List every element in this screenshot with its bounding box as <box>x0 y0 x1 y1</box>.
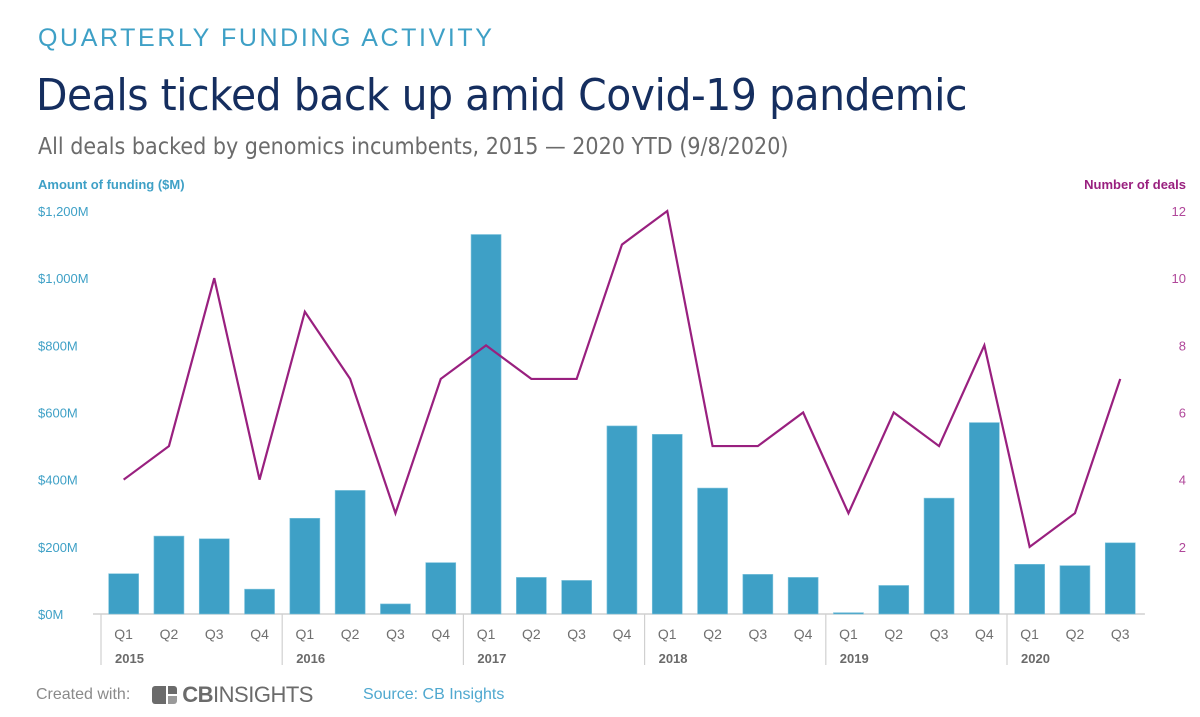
funding-bar <box>787 577 819 615</box>
funding-bar <box>1014 563 1045 615</box>
quarter-label: Q3 <box>930 626 949 642</box>
funding-bar <box>289 517 321 615</box>
funding-bar <box>969 422 1000 615</box>
quarter-label: Q2 <box>884 626 903 642</box>
funding-bar <box>153 535 185 615</box>
left-tick-label: $1,000M <box>38 271 89 286</box>
funding-bar <box>1104 542 1136 615</box>
right-axis-title: Number of deals <box>1084 177 1186 192</box>
cb-insights-logo: CB INSIGHTS <box>152 682 313 708</box>
year-label: 2018 <box>659 651 688 666</box>
quarter-label: Q2 <box>160 626 179 642</box>
logo-text-light: INSIGHTS <box>213 682 313 707</box>
left-tick-label: $200M <box>38 540 78 555</box>
year-label: 2017 <box>477 651 506 666</box>
funding-bar <box>697 487 728 615</box>
funding-bar <box>244 588 275 615</box>
right-tick-label: 4 <box>1179 473 1186 488</box>
year-label: 2016 <box>296 651 325 666</box>
quarter-label: Q2 <box>522 626 541 642</box>
funding-bar <box>516 577 547 615</box>
funding-bar <box>470 234 502 615</box>
funding-bar <box>380 603 411 615</box>
quarter-label: Q4 <box>613 626 632 642</box>
quarter-label: Q2 <box>1066 626 1085 642</box>
quarter-label: Q1 <box>658 626 677 642</box>
funding-bar <box>425 562 457 615</box>
chart-subtitle: All deals backed by genomics incumbents,… <box>38 134 789 160</box>
chart-kicker: QUARTERLY FUNDING ACTIVITY <box>38 24 495 52</box>
right-tick-label: 2 <box>1179 540 1186 555</box>
quarter-label: Q3 <box>386 626 405 642</box>
quarter-label: Q1 <box>839 626 858 642</box>
quarter-label: Q1 <box>477 626 496 642</box>
logo-text-bold: CB <box>182 682 214 707</box>
right-tick-label: 8 <box>1179 338 1186 353</box>
funding-bar <box>334 490 366 615</box>
right-tick-label: 12 <box>1172 204 1186 219</box>
year-label: 2019 <box>840 651 869 666</box>
quarter-label: Q2 <box>341 626 360 642</box>
funding-bar <box>833 612 864 615</box>
footer: Created with: CB INSIGHTS Source: CB Insi… <box>36 682 504 708</box>
quarter-label: Q4 <box>431 626 450 642</box>
funding-bar <box>198 538 230 615</box>
quarter-label: Q3 <box>1111 626 1130 642</box>
left-tick-label: $400M <box>38 473 78 488</box>
funding-bar <box>606 425 638 615</box>
quarter-label: Q4 <box>794 626 813 642</box>
funding-bar <box>878 585 910 615</box>
chart-title: Deals ticked back up amid Covid-19 pande… <box>36 70 968 121</box>
left-tick-label: $800M <box>38 338 78 353</box>
quarter-label: Q3 <box>749 626 768 642</box>
created-with-label: Created with: <box>36 686 131 703</box>
funding-bar <box>561 580 592 615</box>
quarter-label: Q1 <box>296 626 315 642</box>
year-label: 2015 <box>115 651 144 666</box>
left-tick-label: $1,200M <box>38 204 89 219</box>
funding-bar <box>923 497 955 615</box>
quarter-label: Q4 <box>250 626 269 642</box>
funding-bar <box>1059 565 1091 615</box>
left-tick-label: $0M <box>38 607 63 622</box>
quarter-label: Q3 <box>567 626 586 642</box>
left-axis-title: Amount of funding ($M) <box>38 177 185 192</box>
funding-bar <box>108 573 139 615</box>
cb-logo-icon <box>152 686 178 704</box>
right-tick-label: 10 <box>1172 271 1186 286</box>
quarter-label: Q2 <box>703 626 722 642</box>
quarter-label: Q1 <box>1020 626 1039 642</box>
funding-bar <box>651 434 683 615</box>
source-label: Source: CB Insights <box>362 686 505 703</box>
year-label: 2020 <box>1021 651 1050 666</box>
left-tick-label: $600M <box>38 406 78 421</box>
quarter-label: Q1 <box>114 626 133 642</box>
quarter-label: Q4 <box>975 626 994 642</box>
quarter-label: Q3 <box>205 626 224 642</box>
funding-bar <box>742 574 774 615</box>
right-tick-label: 6 <box>1179 406 1186 421</box>
